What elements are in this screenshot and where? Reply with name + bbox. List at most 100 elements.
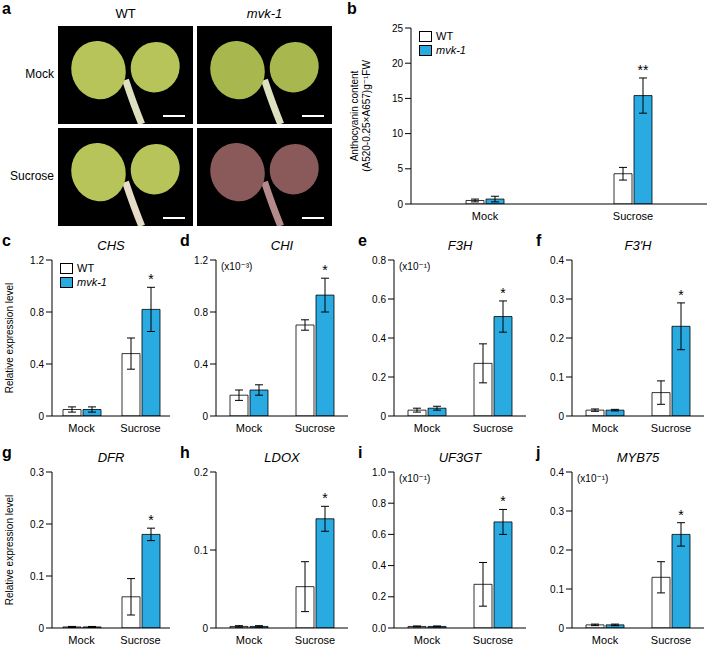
svg-text:0: 0 bbox=[397, 199, 403, 210]
html-text:(x10⁻¹): (x10⁻¹) bbox=[399, 473, 431, 484]
svg-text:*: * bbox=[678, 507, 684, 523]
svg-text:0.8: 0.8 bbox=[30, 307, 44, 318]
svg-text:1.2: 1.2 bbox=[194, 255, 208, 266]
svg-text:*: * bbox=[678, 287, 684, 303]
svg-text:Mock: Mock bbox=[592, 634, 619, 646]
svg-text:Anthocyanin content(A520-0.25×: Anthocyanin content(A520-0.25×A657)g⁻¹FW bbox=[349, 60, 372, 172]
svg-text:0.4: 0.4 bbox=[550, 467, 564, 478]
svg-text:Mock: Mock bbox=[236, 422, 263, 434]
svg-text:*: * bbox=[500, 493, 506, 509]
svg-text:0.1: 0.1 bbox=[194, 545, 208, 556]
html-text:DFR: DFR bbox=[97, 450, 125, 465]
svg-text:*: * bbox=[500, 285, 506, 301]
svg-text:5: 5 bbox=[397, 163, 403, 174]
svg-text:Mock: Mock bbox=[592, 422, 619, 434]
html-text:b: b bbox=[347, 0, 357, 17]
html-text:F3'H: F3'H bbox=[624, 238, 652, 253]
html-text:WT: WT bbox=[436, 30, 454, 42]
svg-text:0.8: 0.8 bbox=[372, 498, 386, 509]
svg-text:Sucrose: Sucrose bbox=[295, 422, 335, 434]
svg-text:0.3: 0.3 bbox=[550, 294, 564, 305]
svg-text:0.8: 0.8 bbox=[372, 255, 386, 266]
html-text:Mock: Mock bbox=[25, 67, 54, 81]
html-text:mvk-1: mvk-1 bbox=[77, 276, 107, 288]
svg-text:0.4: 0.4 bbox=[372, 333, 386, 344]
svg-text:Mock: Mock bbox=[236, 634, 263, 646]
html-text:MYB75: MYB75 bbox=[616, 450, 660, 465]
svg-text:Sucrose: Sucrose bbox=[473, 634, 513, 646]
svg-text:0: 0 bbox=[38, 411, 44, 422]
svg-text:Sucrose: Sucrose bbox=[613, 210, 653, 222]
svg-text:0.4: 0.4 bbox=[550, 255, 564, 266]
svg-text:*: * bbox=[148, 512, 154, 528]
svg-text:Mock: Mock bbox=[68, 634, 95, 646]
html-text:mvk-1: mvk-1 bbox=[246, 6, 283, 21]
html-text:c: c bbox=[2, 232, 11, 249]
html-text:(x10⁻³): (x10⁻³) bbox=[221, 261, 253, 272]
svg-text:0.6: 0.6 bbox=[372, 529, 386, 540]
svg-text:Sucrose: Sucrose bbox=[651, 634, 691, 646]
html-text:a: a bbox=[2, 0, 11, 17]
svg-text:0: 0 bbox=[558, 411, 564, 422]
svg-text:0.8: 0.8 bbox=[194, 307, 208, 318]
html-text:LDOX: LDOX bbox=[264, 450, 300, 465]
html-text:g: g bbox=[2, 444, 12, 461]
svg-text:10: 10 bbox=[392, 128, 404, 139]
html-text:F3H: F3H bbox=[447, 238, 473, 253]
svg-text:0: 0 bbox=[558, 623, 564, 634]
svg-text:**: ** bbox=[638, 62, 649, 78]
svg-text:*: * bbox=[322, 262, 328, 278]
svg-text:0.2: 0.2 bbox=[372, 591, 386, 602]
svg-text:0: 0 bbox=[380, 411, 386, 422]
svg-text:25: 25 bbox=[392, 23, 404, 34]
svg-text:0.2: 0.2 bbox=[194, 467, 208, 478]
svg-text:Sucrose: Sucrose bbox=[295, 634, 335, 646]
svg-text:0.3: 0.3 bbox=[550, 506, 564, 517]
html-text:(x10⁻¹): (x10⁻¹) bbox=[577, 473, 609, 484]
html-text:UF3GT: UF3GT bbox=[438, 450, 482, 465]
svg-text:Mock: Mock bbox=[414, 422, 441, 434]
svg-text:0.2: 0.2 bbox=[372, 372, 386, 383]
html-text:CHI: CHI bbox=[270, 238, 294, 253]
svg-text:0.4: 0.4 bbox=[372, 560, 386, 571]
svg-text:Mock: Mock bbox=[414, 634, 441, 646]
svg-text:*: * bbox=[148, 271, 154, 287]
html-text:CHS: CHS bbox=[97, 238, 125, 253]
html-text:f: f bbox=[536, 232, 542, 249]
svg-text:Sucrose: Sucrose bbox=[120, 634, 160, 646]
svg-text:0.4: 0.4 bbox=[30, 359, 44, 370]
svg-text:0.1: 0.1 bbox=[550, 372, 564, 383]
html-text:WT: WT bbox=[77, 262, 95, 274]
svg-text:0.2: 0.2 bbox=[550, 333, 564, 344]
svg-text:0.2: 0.2 bbox=[550, 545, 564, 556]
svg-text:Relative expression level: Relative expression level bbox=[4, 495, 15, 606]
svg-text:0.1: 0.1 bbox=[550, 584, 564, 595]
html-text:d: d bbox=[180, 232, 190, 249]
svg-text:Mock: Mock bbox=[472, 210, 499, 222]
html-text:Sucrose: Sucrose bbox=[10, 169, 54, 183]
svg-text:1.2: 1.2 bbox=[30, 255, 44, 266]
svg-text:Relative expression level: Relative expression level bbox=[4, 283, 15, 394]
svg-text:0.6: 0.6 bbox=[372, 294, 386, 305]
svg-text:0: 0 bbox=[38, 623, 44, 634]
svg-text:0: 0 bbox=[202, 623, 208, 634]
svg-text:0.4: 0.4 bbox=[194, 359, 208, 370]
svg-text:1.0: 1.0 bbox=[372, 467, 386, 478]
html-text:WT: WT bbox=[115, 6, 136, 21]
svg-text:20: 20 bbox=[392, 58, 404, 69]
html-text:e: e bbox=[358, 232, 367, 249]
html-text:mvk-1: mvk-1 bbox=[436, 44, 466, 56]
svg-text:0.1: 0.1 bbox=[30, 571, 44, 582]
svg-text:Sucrose: Sucrose bbox=[473, 422, 513, 434]
html-text:h: h bbox=[180, 444, 190, 461]
html-text:(x10⁻¹): (x10⁻¹) bbox=[399, 261, 431, 272]
svg-text:0: 0 bbox=[202, 411, 208, 422]
svg-text:Mock: Mock bbox=[68, 422, 95, 434]
svg-text:Sucrose: Sucrose bbox=[120, 422, 160, 434]
svg-text:15: 15 bbox=[392, 93, 404, 104]
svg-text:*: * bbox=[322, 490, 328, 506]
svg-text:0.2: 0.2 bbox=[30, 519, 44, 530]
svg-text:0.0: 0.0 bbox=[372, 623, 386, 634]
svg-text:Sucrose: Sucrose bbox=[651, 422, 691, 434]
svg-text:0.3: 0.3 bbox=[30, 467, 44, 478]
